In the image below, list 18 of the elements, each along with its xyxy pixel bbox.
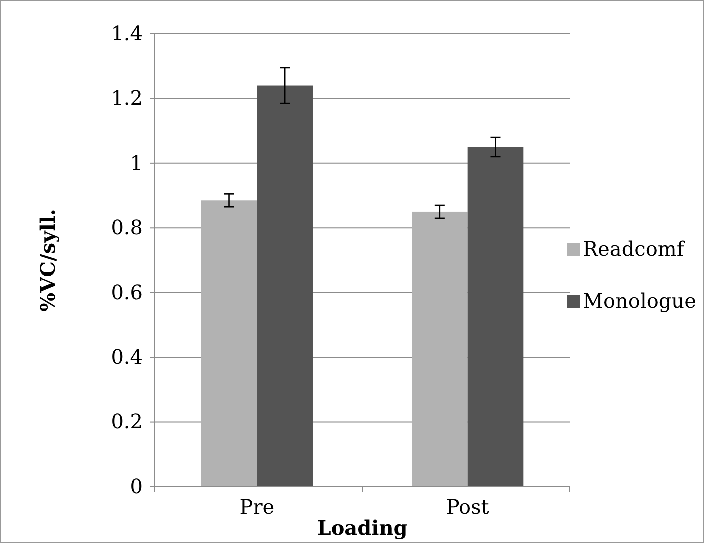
y-tick-label: 0.6: [111, 280, 143, 304]
x-tick-label: Post: [446, 495, 490, 519]
y-tick-label: 1: [130, 150, 143, 175]
x-tick-label: Pre: [240, 495, 275, 519]
bar: [201, 200, 258, 487]
legend-label: Monologue: [583, 289, 696, 313]
x-axis-title: Loading: [317, 516, 408, 540]
y-axis-title: %VC/syll.: [36, 209, 60, 312]
legend-label: Readcomf: [583, 237, 686, 261]
y-tick-label: 1.4: [111, 21, 143, 46]
y-tick-label: 1.2: [111, 86, 143, 110]
y-tick-label: 0.8: [111, 216, 143, 240]
y-tick-label: 0.2: [111, 410, 143, 434]
bar: [468, 147, 524, 487]
y-tick-label: 0: [130, 474, 143, 498]
bar: [412, 212, 468, 487]
bar: [257, 86, 313, 487]
y-tick-label: 0.4: [111, 344, 143, 369]
